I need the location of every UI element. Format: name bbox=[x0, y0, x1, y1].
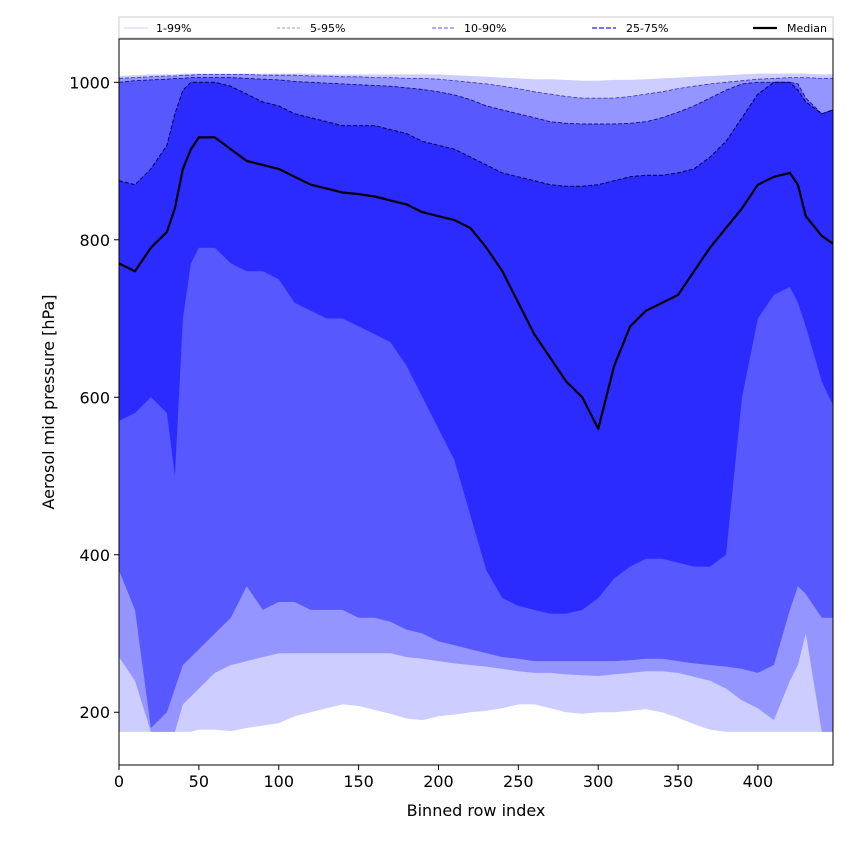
legend-label: 1-99% bbox=[156, 22, 191, 35]
band-25-75% bbox=[119, 82, 833, 614]
x-tick-label: 100 bbox=[263, 772, 294, 791]
legend-label: Median bbox=[787, 22, 827, 35]
y-tick-label: 800 bbox=[79, 231, 110, 250]
legend-label: 10-90% bbox=[464, 22, 506, 35]
y-tick-label: 1000 bbox=[69, 73, 110, 92]
x-tick-label: 300 bbox=[583, 772, 614, 791]
x-tick-label: 0 bbox=[114, 772, 124, 791]
band-edge-5-95% bbox=[119, 74, 833, 99]
x-tick-label: 400 bbox=[743, 772, 774, 791]
x-tick-label: 50 bbox=[189, 772, 209, 791]
x-tick-label: 350 bbox=[663, 772, 694, 791]
legend-label: 25-75% bbox=[626, 22, 668, 35]
band-edge-10-90% bbox=[119, 77, 833, 125]
x-tick-label: 200 bbox=[423, 772, 454, 791]
band-edge-25-75% bbox=[119, 81, 833, 187]
legend-label: 5-95% bbox=[310, 22, 345, 35]
x-tick-label: 250 bbox=[503, 772, 534, 791]
x-tick-label: 150 bbox=[343, 772, 374, 791]
legend-box bbox=[118, 16, 834, 39]
y-tick-label: 600 bbox=[79, 388, 110, 407]
plot-frame bbox=[118, 38, 834, 766]
y-tick-label: 400 bbox=[79, 546, 110, 565]
y-tick-label: 200 bbox=[79, 703, 110, 722]
legend: 1-99% 5-95% 10-90% 25-75% Median bbox=[118, 16, 834, 39]
median-line bbox=[119, 136, 833, 430]
y-axis-label: Aerosol mid pressure [hPa] bbox=[39, 294, 58, 509]
x-axis-label: Binned row index bbox=[407, 801, 546, 820]
